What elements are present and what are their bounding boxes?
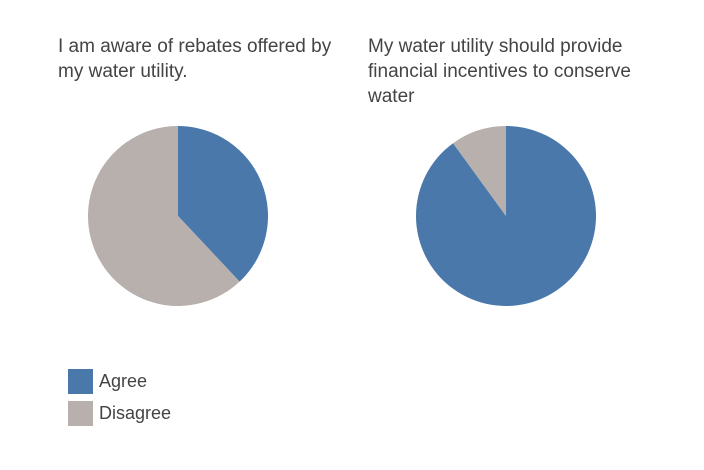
chart-1-title: I am aware of rebates offered by my wate… <box>58 36 332 82</box>
legend-label-agree: Agree <box>99 370 148 391</box>
pie-chart-2 <box>416 126 596 306</box>
chart-2-title: My water utility should provide financia… <box>368 36 631 107</box>
pie-slice-disagree <box>88 126 240 306</box>
pie-slice-disagree <box>453 126 506 216</box>
pie-slice-agree <box>178 126 269 282</box>
legend-swatch-disagree <box>68 400 93 426</box>
pie-chart-1 <box>88 126 269 306</box>
legend-item-agree: Agree <box>68 368 171 394</box>
legend-swatch-agree <box>68 368 93 394</box>
legend-label-disagree: Disagree <box>99 402 172 423</box>
legend-item-disagree: Disagree <box>68 400 171 426</box>
legend: Agree Disagree <box>68 368 171 432</box>
